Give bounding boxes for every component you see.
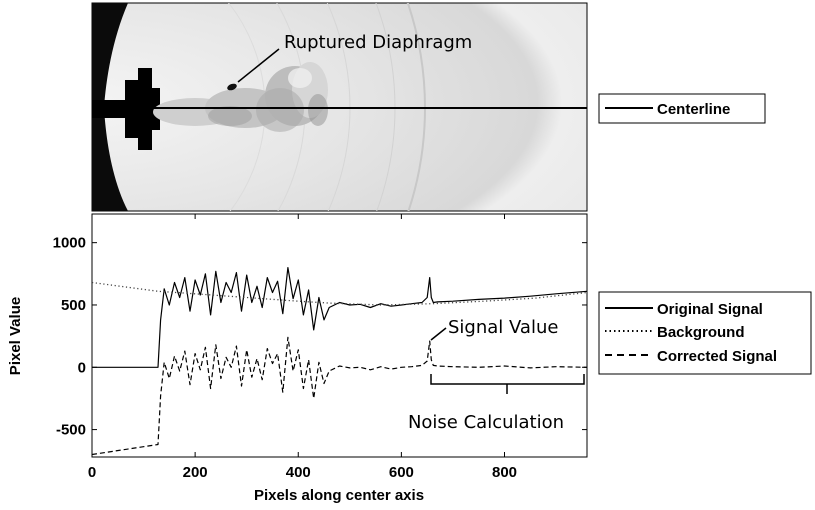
annotation-signal-value: Signal Value: [448, 317, 558, 338]
y-tick-label: 0: [78, 359, 86, 376]
x-tick-label: 600: [389, 464, 414, 481]
y-tick-label: 500: [61, 297, 86, 314]
x-tick-label: 800: [492, 464, 517, 481]
annotation-noise-calculation: Noise Calculation: [408, 412, 564, 433]
legend-background: Background: [657, 324, 745, 341]
jet-plume: [153, 62, 328, 132]
plot: 0 200 400 600 800 -500 0 500 1000 Pixel Value Pi…: [7, 213, 588, 504]
legend-centerline-label: Centerline: [657, 101, 730, 118]
signal-value-annotation: Signal Value: [430, 317, 558, 341]
series-line-background: [92, 281, 587, 306]
y-tick-label: -500: [56, 422, 86, 439]
diaphragm-fragment: [227, 83, 237, 91]
series-line-corrected-signal: [92, 336, 587, 456]
x-axis-label: Pixels along center axis: [254, 487, 424, 504]
legend-corrected-signal: Corrected Signal: [657, 348, 777, 365]
noise-calculation-annotation: Noise Calculation: [408, 374, 585, 433]
schlieren-image: [91, 2, 588, 212]
y-tick-label: 1000: [53, 235, 86, 252]
y-axis-label: Pixel Value: [7, 297, 24, 375]
centerline-legend: Centerline: [598, 93, 766, 124]
series-line-original-signal: [92, 267, 587, 368]
plot-area: [91, 213, 588, 458]
axis-ticks: 0 200 400 600 800 -500 0 500 1000: [53, 214, 587, 481]
x-tick-label: 200: [183, 464, 208, 481]
diaphragm-leader: [237, 48, 280, 83]
signal-legend: Original Signal Background Corrected Sig…: [598, 291, 812, 375]
x-tick-label: 0: [88, 464, 96, 481]
x-tick-label: 400: [286, 464, 311, 481]
legend-original-signal: Original Signal: [657, 301, 763, 318]
annotation-ruptured-diaphragm: Ruptured Diaphragm: [284, 32, 472, 53]
series-layer: [92, 267, 587, 456]
